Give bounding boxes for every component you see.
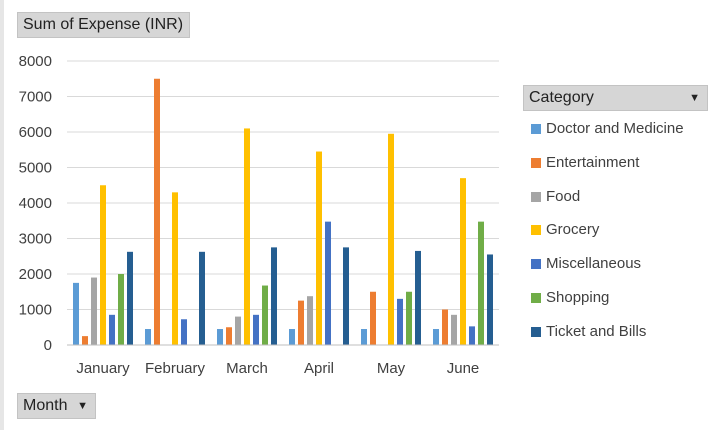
legend-label: Food [546,187,581,205]
value-field-button[interactable]: Sum of Expense (INR) [17,12,190,38]
legend-label: Miscellaneous [546,255,642,273]
dropdown-arrow-icon[interactable]: ▼ [689,92,700,104]
x-tick-label: May [377,360,406,377]
bar [199,251,205,345]
bar [442,309,448,345]
y-tick-label: 5000 [19,160,52,177]
bar [370,291,376,345]
dropdown-arrow-icon[interactable]: ▼ [77,400,88,412]
x-tick-label: March [226,360,268,377]
window-edge [0,0,4,430]
bar [433,329,439,345]
bar [298,300,304,345]
bar [325,221,331,345]
bar [406,291,412,345]
legend-swatch [531,225,541,236]
legend-field-label: Category [529,89,594,106]
bar [235,316,241,345]
y-tick-label: 4000 [19,195,52,212]
x-tick-label: April [304,360,334,377]
bar [145,329,151,345]
bar [271,247,277,345]
bar [253,314,259,345]
legend-label: Doctor and Medicine [546,120,684,137]
bar [397,298,403,345]
x-tick-label: January [76,360,130,377]
y-tick-label: 6000 [19,124,52,141]
y-tick-label: 8000 [19,53,52,70]
bar [307,296,313,345]
bar [478,221,484,345]
bar [469,326,475,345]
axis-field-label: Month [23,397,68,414]
bar [262,285,268,345]
legend-swatch [531,259,541,270]
legend-label: Entertainment [546,153,640,171]
bar [460,178,466,345]
legend-label: Shopping [546,289,610,306]
bar [82,336,88,345]
legend-label: Grocery [546,221,600,239]
legend-field-button[interactable]: Category ▼ [523,85,708,111]
bar [118,274,124,345]
bar [451,314,457,345]
legend-swatch [531,293,541,303]
bar [289,329,295,345]
legend-swatch [531,191,541,202]
x-tick-label: June [447,360,480,377]
y-tick-label: 0 [44,337,52,354]
bar [91,277,97,345]
bar [127,251,133,345]
y-tick-label: 7000 [19,89,52,106]
bar [217,329,223,345]
bar [226,327,232,345]
bar [73,282,79,345]
y-tick-label: 2000 [19,266,52,283]
legend-swatch [531,157,541,168]
bar [172,192,178,345]
legend-swatch [531,326,541,337]
bar [100,185,106,345]
bar [415,250,421,345]
bar [316,151,322,345]
x-tick-label: February [145,360,206,377]
value-field-label: Sum of Expense (INR) [23,16,184,33]
legend-label: Ticket and Bills [546,322,647,340]
y-tick-label: 1000 [19,302,52,319]
bar [487,254,493,345]
bar [154,78,160,345]
bar [181,319,187,345]
y-tick-label: 3000 [19,231,52,248]
legend-swatch [531,124,541,134]
bar [343,247,349,345]
axis-field-button[interactable]: Month ▼ [17,393,96,419]
bar [361,329,367,345]
bar [244,128,250,345]
bar [109,314,115,345]
bar [388,133,394,345]
